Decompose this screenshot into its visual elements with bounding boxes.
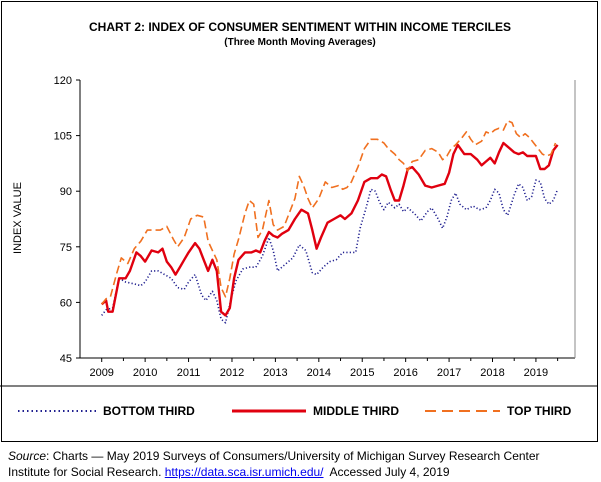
source-link[interactable]: https://data.sca.isr.umich.edu/ — [164, 465, 324, 479]
x-tick-label: 2014 — [307, 367, 331, 379]
chart-subtitle: (Three Month Moving Averages) — [224, 37, 376, 48]
x-ticks: 2009 2010 2011 2012 2013 2014 2015 2016 2017 2018… — [89, 358, 559, 379]
x-tick-label: 2017 — [437, 367, 461, 379]
chart: CHART 2: INDEX OF CONSUMER SENTIMENT WIT… — [0, 20, 597, 418]
x-tick-label: 2011 — [177, 367, 201, 379]
y-tick-label: 120 — [54, 75, 72, 87]
source-line-2: Institute for Social Research. https://d… — [8, 464, 598, 480]
source-line-1: Source: Charts — May 2019 Surveys of Con… — [8, 448, 598, 464]
y-tick-label: 45 — [60, 353, 72, 365]
x-tick-label: 2018 — [480, 367, 504, 379]
chart-title: CHART 2: INDEX OF CONSUMER SENTIMENT WIT… — [89, 20, 511, 34]
legend-label-middle-third: MIDDLE THIRD — [313, 404, 399, 418]
source-text: : Charts — May 2019 Surveys of Consumers… — [46, 449, 540, 463]
x-tick-label: 2019 — [524, 367, 548, 379]
source-institute: Institute for Social Research. — [8, 465, 165, 479]
series-line-middle-third — [100, 141, 559, 317]
legend-label-top-third: TOP THIRD — [507, 404, 572, 418]
y-tick-label: 105 — [54, 131, 72, 143]
series-layer — [100, 120, 559, 324]
legend: BOTTOM THIRD MIDDLE THIRD TOP THIRD — [18, 404, 572, 418]
y-tick-label: 90 — [60, 186, 72, 198]
x-tick-label: 2016 — [393, 367, 417, 379]
series-line-top-third — [101, 120, 557, 305]
y-tick-label: 75 — [60, 242, 72, 254]
x-tick-label: 2012 — [220, 367, 244, 379]
series-line-bottom-third — [101, 179, 559, 324]
source-accessed: Accessed July 4, 2019 — [323, 465, 450, 479]
source-note: Source: Charts — May 2019 Surveys of Con… — [8, 448, 598, 480]
x-tick-label: 2013 — [263, 367, 287, 379]
y-tick-label: 60 — [60, 297, 72, 309]
chart-frame — [1, 1, 598, 442]
y-ticks: 45 60 75 90 105 120 — [54, 75, 80, 365]
x-tick-label: 2010 — [133, 367, 157, 379]
source-label: Source — [8, 449, 47, 463]
legend-label-bottom-third: BOTTOM THIRD — [103, 404, 195, 418]
x-tick-label: 2009 — [89, 367, 113, 379]
y-axis-label: INDEX VALUE — [12, 182, 24, 254]
x-tick-label: 2015 — [350, 367, 374, 379]
